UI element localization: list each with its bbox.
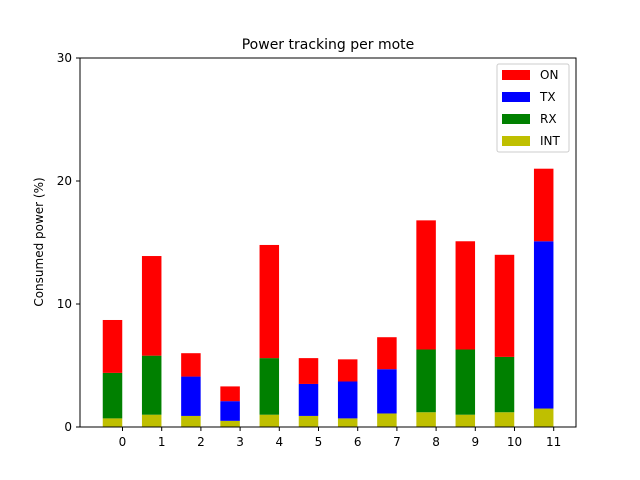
bar-on-mote-2: [181, 353, 201, 377]
x-tick-label: 2: [197, 435, 205, 449]
bar-int-mote-5: [298, 415, 319, 427]
bar-int-mote-10: [494, 412, 515, 427]
bar-on-mote-4: [259, 244, 280, 359]
bar-on-mote-7: [377, 337, 397, 370]
bar-on-mote-1: [141, 256, 162, 356]
bar-int-mote-4: [259, 414, 280, 427]
legend-box: [496, 63, 570, 153]
bar-tx-mote-7: [377, 369, 397, 414]
legend-swatch-int: [502, 136, 530, 146]
y-tick-label: 10: [57, 297, 72, 311]
y-axis-title: Consumed power (%): [32, 177, 46, 306]
legend-swatch-rx: [502, 114, 530, 124]
bar-rx-mote-1: [141, 355, 162, 415]
legend-label-rx: RX: [540, 112, 557, 126]
bar-rx-mote-0: [102, 372, 123, 419]
bar-tx-mote-2: [181, 376, 201, 416]
bar-tx-mote-5: [298, 383, 319, 416]
legend-label-int: INT: [540, 134, 561, 148]
bar-rx-mote-10: [494, 356, 515, 413]
bar-int-mote-2: [181, 415, 201, 427]
x-tick-label: 10: [507, 435, 522, 449]
chart-title: Power tracking per mote: [242, 37, 415, 53]
legend-swatch-tx: [502, 92, 530, 102]
bar-int-mote-8: [416, 412, 436, 427]
bar-on-mote-5: [298, 358, 319, 384]
bar-int-mote-1: [141, 414, 162, 427]
bar-rx-mote-8: [416, 349, 436, 413]
bar-on-mote-9: [455, 241, 476, 350]
x-tick-label: 3: [236, 435, 244, 449]
bar-int-mote-6: [337, 418, 358, 427]
x-tick-label: 5: [315, 435, 323, 449]
x-tick-label: 7: [393, 435, 401, 449]
bar-on-mote-11: [533, 168, 554, 242]
legend-label-on: ON: [540, 68, 558, 82]
bar-tx-mote-6: [337, 381, 358, 419]
legend-label-tx: TX: [539, 90, 556, 104]
x-tick-label: 9: [471, 435, 479, 449]
x-tick-label: 0: [119, 435, 127, 449]
bar-int-mote-3: [220, 420, 240, 427]
bar-rx-mote-4: [259, 358, 280, 415]
bars-layer: [102, 168, 554, 427]
legend: ON TX RX INT: [496, 63, 570, 153]
x-tick-label: 8: [432, 435, 440, 449]
x-tick-label: 6: [354, 435, 362, 449]
y-tick-label: 20: [57, 174, 72, 188]
bar-tx-mote-3: [220, 401, 240, 421]
x-tick-label: 1: [158, 435, 166, 449]
bar-int-mote-0: [102, 418, 123, 427]
x-tick-label: 11: [546, 435, 561, 449]
bar-int-mote-7: [377, 413, 397, 427]
bar-rx-mote-9: [455, 349, 476, 415]
bar-on-mote-0: [102, 319, 123, 373]
bar-on-mote-3: [220, 386, 240, 402]
legend-swatch-on: [502, 70, 530, 80]
bar-int-mote-11: [533, 408, 554, 427]
bar-on-mote-10: [494, 254, 515, 357]
bar-on-mote-8: [416, 220, 436, 350]
y-tick-label: 0: [64, 420, 72, 434]
y-tick-label: 30: [57, 51, 72, 65]
bar-tx-mote-11: [533, 241, 554, 409]
axes-layer: 0 10 20 30 0 1 2 3 4 5 6 7 8 9 10 11: [57, 51, 577, 449]
x-tick-label: 4: [275, 435, 283, 449]
plot-frame: [79, 57, 577, 428]
bar-int-mote-9: [455, 414, 476, 427]
bar-on-mote-6: [337, 359, 358, 382]
